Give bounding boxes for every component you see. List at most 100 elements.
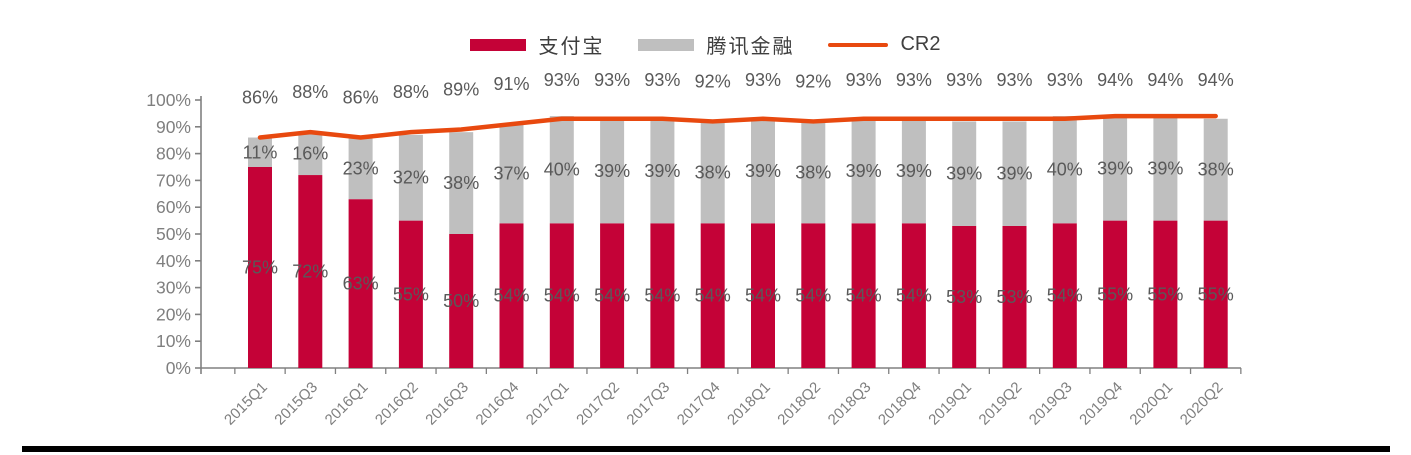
label-cr2: 93% [1047, 70, 1083, 90]
bar-segment-tencent [1103, 116, 1128, 221]
x-tick-label: 2018Q1 [724, 379, 774, 429]
bar-segment-alipay [449, 234, 474, 368]
label-tencent: 39% [1097, 158, 1133, 178]
label-alipay: 54% [695, 286, 731, 306]
label-tencent: 38% [695, 162, 731, 182]
x-axis-labels: 2015Q1 2015Q3 2016Q1 2016Q2 2016Q3 2016Q4 2017… [221, 379, 1226, 429]
label-tencent: 39% [644, 161, 680, 181]
x-tick-label: 2019Q1 [925, 379, 975, 429]
label-alipay: 54% [544, 286, 580, 306]
bar-segment-alipay [1203, 220, 1228, 368]
legend-item-tencent: 腾讯金融 [638, 30, 794, 59]
y-tick-label: 0% [166, 358, 191, 378]
bar-segment-alipay [549, 223, 574, 368]
label-alipay: 53% [946, 287, 982, 307]
label-alipay: 72% [292, 262, 328, 282]
label-alipay: 54% [594, 286, 630, 306]
bar-segment-tencent [751, 118, 775, 224]
bar-segment-tencent [1153, 116, 1178, 221]
x-tick-label: 2018Q2 [774, 379, 824, 429]
bar-segment-tencent [700, 121, 725, 224]
label-tencent: 37% [493, 164, 529, 184]
bar-segment-tencent [1002, 121, 1027, 226]
label-cr2: 94% [1198, 70, 1234, 90]
legend-label-cr2: CR2 [900, 33, 941, 55]
label-alipay: 55% [1097, 284, 1133, 304]
bar-segment-tencent [298, 132, 323, 176]
label-tencent: 39% [846, 161, 882, 181]
x-tick-label: 2017Q3 [623, 379, 673, 429]
bar-segment-alipay [901, 223, 926, 368]
bar-segment-alipay [801, 223, 826, 368]
legend-item-cr2: CR2 [828, 33, 941, 56]
label-alipay: 63% [343, 274, 379, 294]
x-tick-label: 2016Q3 [422, 379, 472, 429]
x-tick-label: 2015Q3 [271, 379, 321, 429]
bar-segment-alipay [248, 167, 272, 368]
label-cr2: 92% [695, 71, 731, 91]
label-tencent: 39% [946, 164, 982, 184]
bar-segment-tencent [1052, 116, 1077, 224]
cr2-line [257, 113, 1218, 140]
x-tick-label: 2020Q2 [1177, 379, 1227, 429]
x-tick-label: 2018Q3 [825, 379, 875, 429]
label-alipay: 54% [644, 286, 680, 306]
x-tick-label: 2019Q2 [976, 379, 1026, 429]
bar-segment-alipay [1153, 220, 1178, 368]
y-tick-label: 70% [156, 170, 191, 190]
label-tencent: 40% [1047, 160, 1083, 180]
label-cr2: 93% [544, 70, 580, 90]
bar-segment-tencent [801, 121, 826, 224]
x-tick-label: 2017Q2 [573, 379, 623, 429]
label-alipay: 55% [393, 284, 429, 304]
legend-label-alipay: 支付宝 [538, 34, 605, 58]
y-tick-label: 50% [156, 224, 191, 244]
bar-segment-tencent [952, 121, 977, 226]
bar-segment-alipay [298, 175, 323, 368]
x-tick-label: 2020Q1 [1126, 379, 1176, 429]
y-tick-label: 40% [156, 251, 191, 271]
label-tencent: 32% [393, 168, 429, 188]
label-tencent: 38% [795, 162, 831, 182]
y-tick-label: 20% [156, 304, 191, 324]
bar-segment-alipay [600, 223, 625, 368]
label-cr2: 93% [846, 70, 882, 90]
label-alipay: 55% [1198, 284, 1234, 304]
x-tick-label: 2016Q4 [473, 379, 523, 429]
bar-segment-tencent [600, 118, 625, 224]
label-tencent: 40% [544, 160, 580, 180]
label-cr2: 88% [393, 82, 429, 102]
y-tick-label: 60% [156, 197, 191, 217]
cr2-legend-line-icon [828, 42, 889, 47]
x-tick-label: 2019Q3 [1026, 379, 1076, 429]
label-cr2: 93% [745, 70, 781, 90]
bar-segment-tencent [650, 118, 675, 224]
label-cr2: 92% [795, 71, 831, 91]
y-tick-label: 80% [156, 144, 191, 164]
label-cr2: 86% [343, 88, 379, 108]
axes: 0% 10% 20% 30% 40% 50% 60% 70% 80% 90% 100% [146, 90, 1242, 378]
label-alipay: 54% [896, 286, 932, 306]
legend-label-tencent: 腾讯金融 [706, 34, 795, 58]
bar-segment-alipay [499, 223, 524, 368]
label-alipay: 75% [242, 258, 278, 278]
bar-segment-tencent [449, 132, 474, 234]
label-alipay: 53% [996, 287, 1032, 307]
bar-segment-alipay [1002, 225, 1027, 368]
bars-group [248, 116, 1228, 368]
alipay-legend-swatch-icon [470, 38, 527, 51]
bar-segment-tencent [851, 118, 876, 224]
label-cr2: 91% [493, 74, 529, 94]
label-cr2: 86% [242, 88, 278, 108]
label-tencent: 11% [243, 142, 278, 162]
label-tencent: 39% [594, 161, 630, 181]
bar-segment-alipay [851, 223, 876, 368]
label-cr2: 93% [644, 70, 680, 90]
label-cr2: 93% [946, 70, 982, 90]
x-tick-label: 2017Q4 [674, 379, 724, 429]
y-tick-label: 30% [156, 278, 191, 298]
bar-segment-tencent [248, 137, 272, 167]
label-tencent: 16% [292, 144, 328, 164]
